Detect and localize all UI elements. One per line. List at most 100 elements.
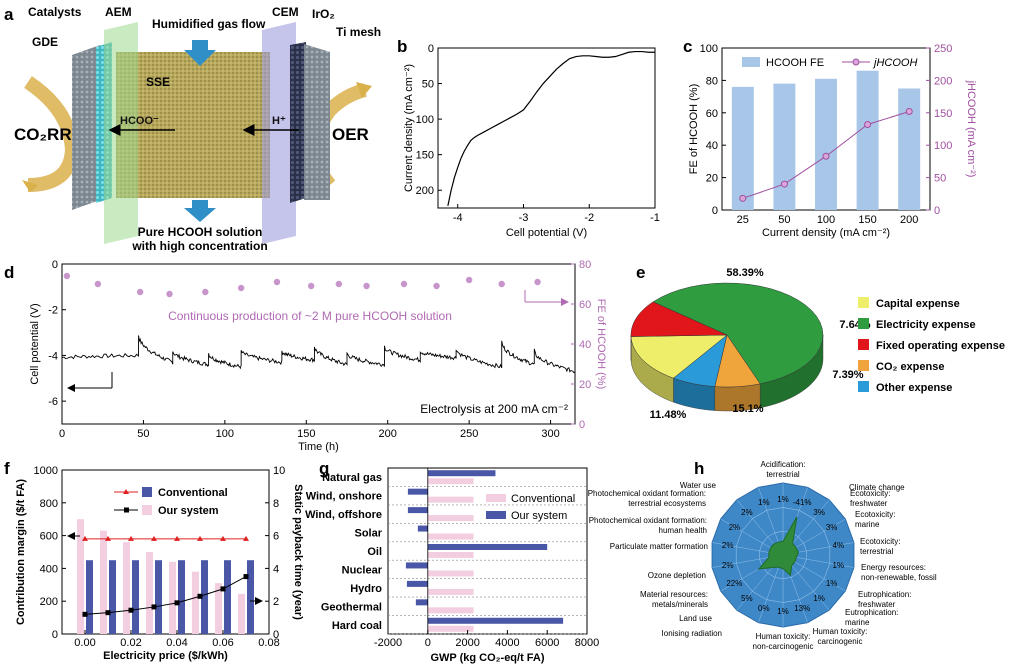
our-system-payback-point [83,612,88,617]
label-hcoo: HCOO⁻ [120,115,159,127]
radar-value-label: -41% [793,498,812,507]
pie-value-label: 15.1% [732,403,763,415]
legend-label: Fixed operating expense [876,340,1005,352]
legend-swatch [858,360,869,371]
radar-value-label: 2% [722,541,734,550]
legend-swatch-our-system [142,505,152,515]
y2-tick-label: 150 [934,108,952,120]
our-system-payback-point [221,586,226,591]
y-tick-label: 200 [40,596,58,608]
radar-category-label: Eutrophication: [858,590,911,599]
fe-point [238,285,244,291]
y2-axis-label: jHCOOH (mA cm⁻²) [965,80,977,178]
x-tick-label: -1 [650,212,660,224]
fe-bar [857,71,879,210]
our-system-payback-point [106,610,111,615]
radar-category-label: Energy resources: [861,563,926,572]
label-humidified-gas-flow: Humidified gas flow [152,17,266,31]
conventional-bar [224,560,231,634]
y-tick-label: 100 [700,43,718,55]
plot-frame [438,48,655,208]
conventional-bar [428,478,474,484]
gde-layer [72,45,100,210]
label-co2rr: CO₂RR [14,125,72,144]
legend-swatch [858,381,869,392]
category-label: Hard coal [332,620,382,632]
conventional-bar [86,560,93,634]
label-sse: SSE [146,75,170,89]
panel-letter-a: a [4,5,14,24]
x-tick-label: 0.06 [212,637,233,649]
annotation-continuous-production: Continuous production of ~2 M pure HCOOH… [168,309,452,323]
y-axis-label: FE of HCOOH (%) [688,84,700,174]
panel-h-radar-chart: h1%-41%3%3%4%1%1%1%13%1%0%5%22%2%2%2%2%1… [588,459,937,651]
x-tick-label: 300 [541,428,559,440]
legend-swatch-conventional [486,494,506,502]
aem-membrane [104,22,138,244]
pie-value-label: 58.39% [726,267,764,279]
radar-category-label-sub: terrestrial ecosystems [628,499,706,508]
x-tick-label: 250 [460,428,478,440]
radar-category-label-sub: terrestrial [860,547,894,556]
x-tick-label: 8000 [575,637,599,649]
y-tick-label: 600 [40,531,58,543]
x-tick-label: 0 [425,637,431,649]
fe-point [166,291,172,297]
radar-category-label: Material resources: [640,590,708,599]
ti-mesh-layer [304,44,330,200]
legend-label-fe: HCOOH FE [766,57,824,69]
radar-value-label: 2% [729,523,741,532]
y-tick-label: 40 [706,140,718,152]
pie-value-label: 11.48% [650,409,687,421]
y-tick-label: 200 [416,185,434,197]
iro2-layer [290,42,306,203]
y2-tick-label: 60 [579,299,591,311]
y-tick-label: 0 [52,629,58,641]
x-tick-label: -3 [519,212,529,224]
category-label: Natural gas [322,472,382,484]
x-tick-label: 0 [59,428,65,440]
potential-trace [62,335,575,372]
radar-category-label: Ozone depletion [648,571,706,580]
x-tick-label: -4 [453,212,463,224]
radar-category-label: Ecotoxicity: [855,510,895,519]
legend-label: Capital expense [876,298,960,310]
radar-category-label-sub: non-renewable, fossil [861,573,937,582]
radar-value-label: 0% [758,604,770,613]
y2-tick-label: 40 [579,339,591,351]
radar-value-label: 13% [794,604,810,613]
fe-bar [773,84,795,210]
radar-category-label-sub: human health [659,526,707,535]
radar-value-label: 1% [833,561,845,570]
y-tick-label: 1000 [34,465,58,477]
product-flow-arrow [184,200,216,222]
legend-label-j: jHCOOH [872,57,917,69]
category-label: Geothermal [321,601,382,613]
x-tick-label: 0.02 [120,637,141,649]
category-label: Nuclear [342,564,383,576]
conventional-bar [428,552,474,558]
y-tick-label: 400 [40,563,58,575]
conventional-bar [428,607,474,613]
y-axis-label: Contribution margin ($/t FA) [15,479,27,625]
our-system-payback-point [129,608,134,613]
x-tick-label: 150 [858,214,876,226]
j-hcooh-point [906,109,912,115]
label-pure-hcooh: Pure HCOOH solution [138,225,263,239]
legend-swatch-conventional [142,487,152,497]
legend-swatch [858,318,869,329]
y-tick-label: 50 [422,79,434,91]
radar-value-label: 4% [833,541,845,550]
legend-marker-our-system [124,508,129,513]
category-label: Oil [367,546,382,558]
x-axis-label: Time (h) [298,441,339,453]
label-iro2: IrO₂ [312,7,335,21]
y2-tick-label: 0 [579,419,585,431]
radar-value-label: 1% [777,607,789,616]
conventional-bar [428,626,474,632]
